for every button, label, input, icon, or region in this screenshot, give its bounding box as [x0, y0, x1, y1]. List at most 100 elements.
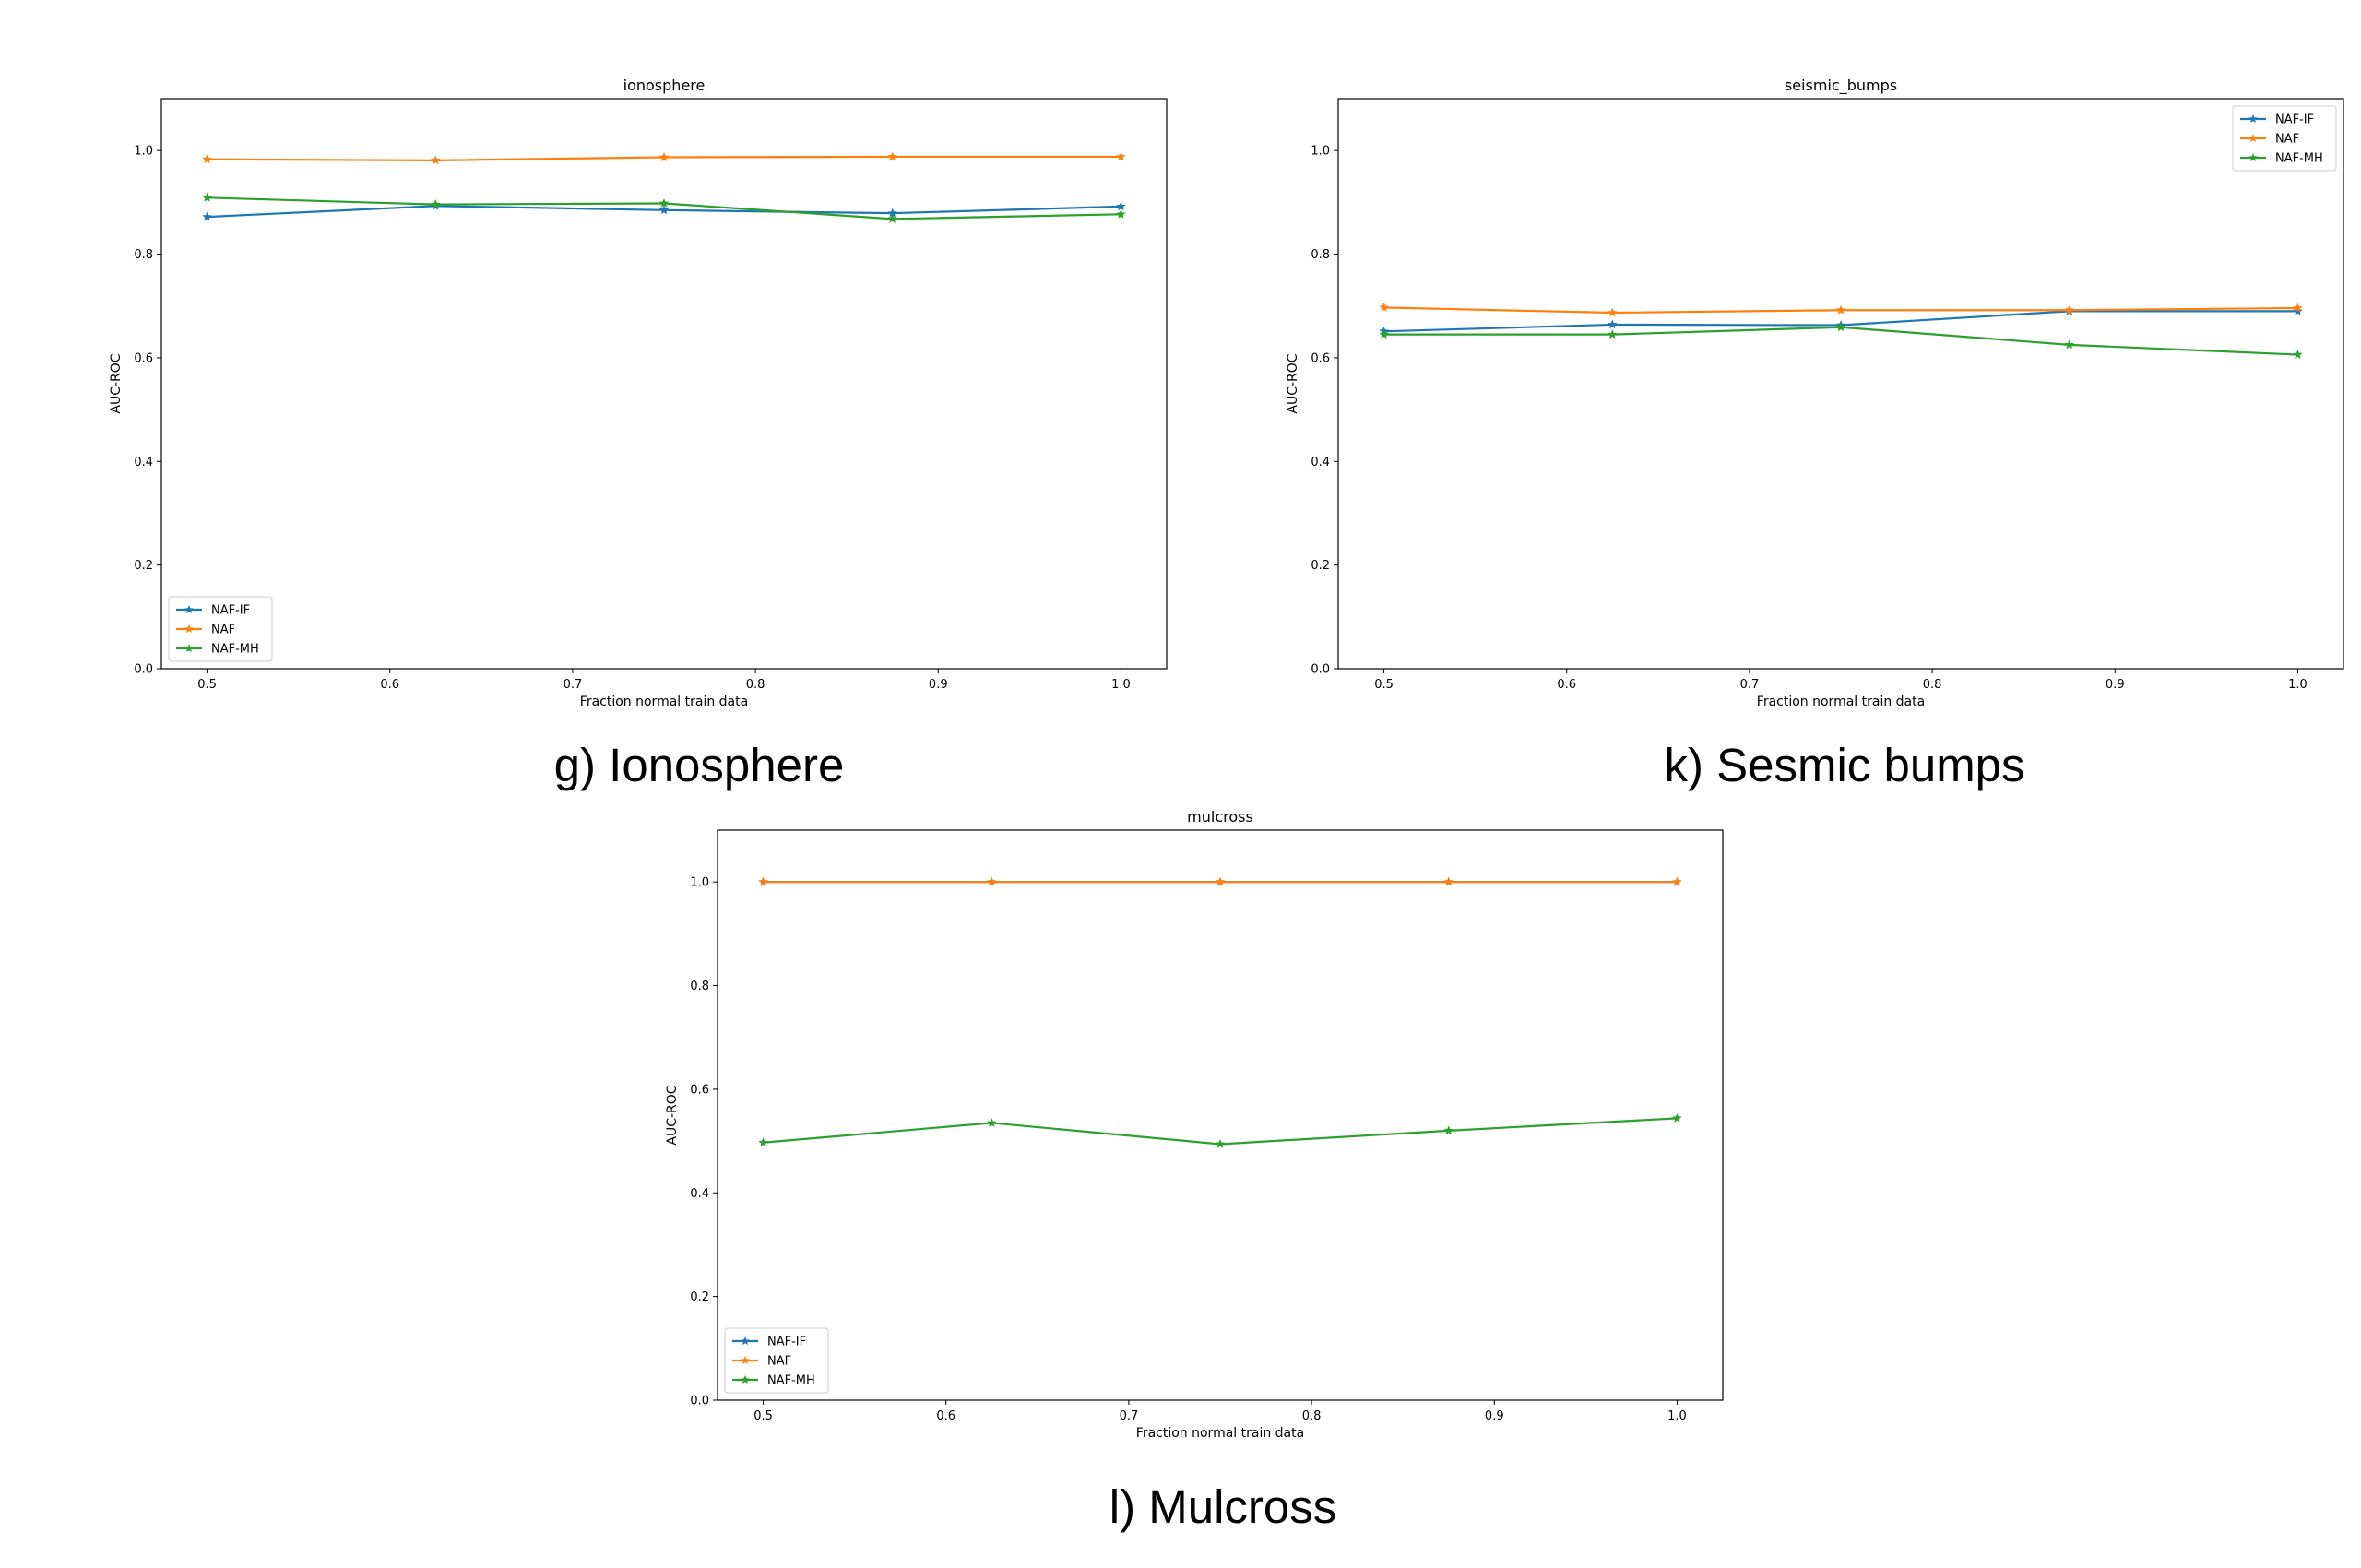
data-point [887, 208, 897, 218]
x-tick-label: 0.9 [929, 678, 948, 692]
series-naf-mh [1379, 322, 2303, 359]
legend-box [168, 596, 273, 662]
data-point [1443, 1125, 1453, 1135]
series-naf [1379, 302, 2303, 317]
data-point [1835, 304, 1846, 315]
y-tick-label: 1.0 [690, 876, 709, 890]
y-tick-label: 0.8 [134, 248, 153, 262]
series-naf-mh [202, 192, 1126, 223]
series-naf-mh [758, 1112, 1682, 1148]
data-point [2064, 304, 2074, 315]
legend-label: NAF-MH [767, 1374, 815, 1388]
y-axis-label: AUC-ROC [665, 1085, 680, 1145]
data-point [887, 151, 897, 161]
data-point [202, 154, 212, 164]
data-point [1443, 876, 1453, 886]
plot-frame [1337, 98, 2344, 670]
data-point [2293, 305, 2303, 315]
legend-marker [741, 1356, 750, 1365]
y-tick-label: 1.0 [1311, 145, 1330, 159]
y-tick-label: 0.0 [690, 1395, 709, 1408]
y-tick-label: 0.4 [1311, 456, 1330, 469]
chart-title: mulcross [1187, 808, 1253, 826]
series-line [1383, 326, 2298, 356]
legend-label: NAF [767, 1355, 791, 1369]
chart-ionosphere: ionosphere 0.5 0.6 0.7 0.8 0.9 1.0 0.0 0.2 0.4 0.6… [109, 77, 1168, 709]
legend: NAF-IF NAF NAF-MH [168, 596, 273, 662]
caption-seismic-bumps: k) Sesmic bumps [1664, 739, 2025, 791]
legend-label: NAF-IF [767, 1336, 806, 1349]
x-tick-label: 0.7 [1120, 1409, 1139, 1423]
x-tick-label: 0.8 [1302, 1409, 1322, 1423]
y-tick-label: 0.6 [690, 1083, 709, 1097]
chart-title: seismic_bumps [1785, 77, 1897, 95]
legend-box [724, 1327, 829, 1394]
y-tick-label: 1.0 [134, 145, 153, 159]
data-point [758, 876, 768, 886]
data-point [658, 197, 670, 208]
data-point [1672, 1112, 1682, 1123]
data-point [431, 199, 441, 209]
x-tick-label: 0.9 [2106, 678, 2125, 692]
x-tick-label: 0.7 [1740, 678, 1760, 692]
x-tick-label: 0.7 [564, 678, 583, 692]
data-point [431, 155, 441, 165]
legend-label: NAF-IF [2275, 113, 2314, 127]
data-point [1116, 201, 1126, 211]
legend-marker [2248, 114, 2258, 124]
y-tick-label: 0.4 [134, 456, 153, 469]
legend-label: NAF [2275, 133, 2299, 147]
y-tick-label: 0.6 [1311, 351, 1330, 365]
series-naf [202, 151, 1126, 165]
data-point [1608, 319, 1618, 329]
data-point [987, 1117, 997, 1127]
data-point [887, 213, 897, 223]
x-tick-label: 0.6 [936, 1409, 955, 1423]
legend-label: NAF-IF [211, 604, 250, 618]
x-tick-label: 0.5 [1374, 678, 1394, 692]
data-point [658, 151, 670, 161]
plot-frame [717, 829, 1724, 1401]
data-point [987, 876, 997, 886]
data-point [1116, 208, 1126, 219]
legend-marker [741, 1336, 750, 1346]
legend-marker [2248, 134, 2258, 143]
data-point [1608, 307, 1618, 317]
legend-marker [2248, 153, 2258, 162]
chart-mulcross: mulcross 0.5 0.6 0.7 0.8 0.9 1.0 0.0 0.2 0.4 0.6 0.… [665, 808, 1724, 1441]
data-point [202, 211, 212, 221]
caption-ionosphere: g) Ionosphere [553, 739, 845, 791]
data-point [1215, 1138, 1226, 1148]
y-axis-label: AUC-ROC [109, 353, 124, 413]
data-point [1835, 322, 1846, 332]
data-point [1379, 302, 1389, 312]
x-tick-label: 0.9 [1485, 1409, 1504, 1423]
data-point [2293, 303, 2303, 313]
x-tick-label: 1.0 [1667, 1409, 1687, 1423]
x-tick-label: 0.8 [746, 678, 765, 692]
data-point [1379, 329, 1389, 339]
x-tick-label: 0.5 [753, 1409, 773, 1423]
series-naf [758, 876, 1682, 886]
y-tick-label: 0.2 [1311, 559, 1330, 573]
y-tick-label: 0.0 [1311, 663, 1330, 677]
x-tick-label: 1.0 [2288, 678, 2308, 692]
data-point [1116, 151, 1126, 161]
legend: NAF-IF NAF NAF-MH [2232, 105, 2337, 172]
x-tick-label: 0.6 [380, 678, 399, 692]
x-axis-label: Fraction normal train data [1757, 695, 1925, 709]
x-tick-label: 0.6 [1557, 678, 1576, 692]
x-axis-label: Fraction normal train data [1136, 1426, 1304, 1441]
data-point [658, 205, 670, 215]
data-point [2293, 350, 2303, 359]
chart-title: ionosphere [623, 77, 706, 94]
y-tick-label: 0.8 [1311, 248, 1330, 262]
caption-mulcross: l) Mulcross [1109, 1480, 1337, 1533]
legend-label: NAF-MH [211, 643, 259, 657]
legend-marker [741, 1375, 750, 1384]
legend-marker [184, 644, 194, 653]
legend-label: NAF [211, 624, 235, 637]
data-point [2064, 339, 2074, 350]
x-axis-label: Fraction normal train data [580, 695, 748, 709]
